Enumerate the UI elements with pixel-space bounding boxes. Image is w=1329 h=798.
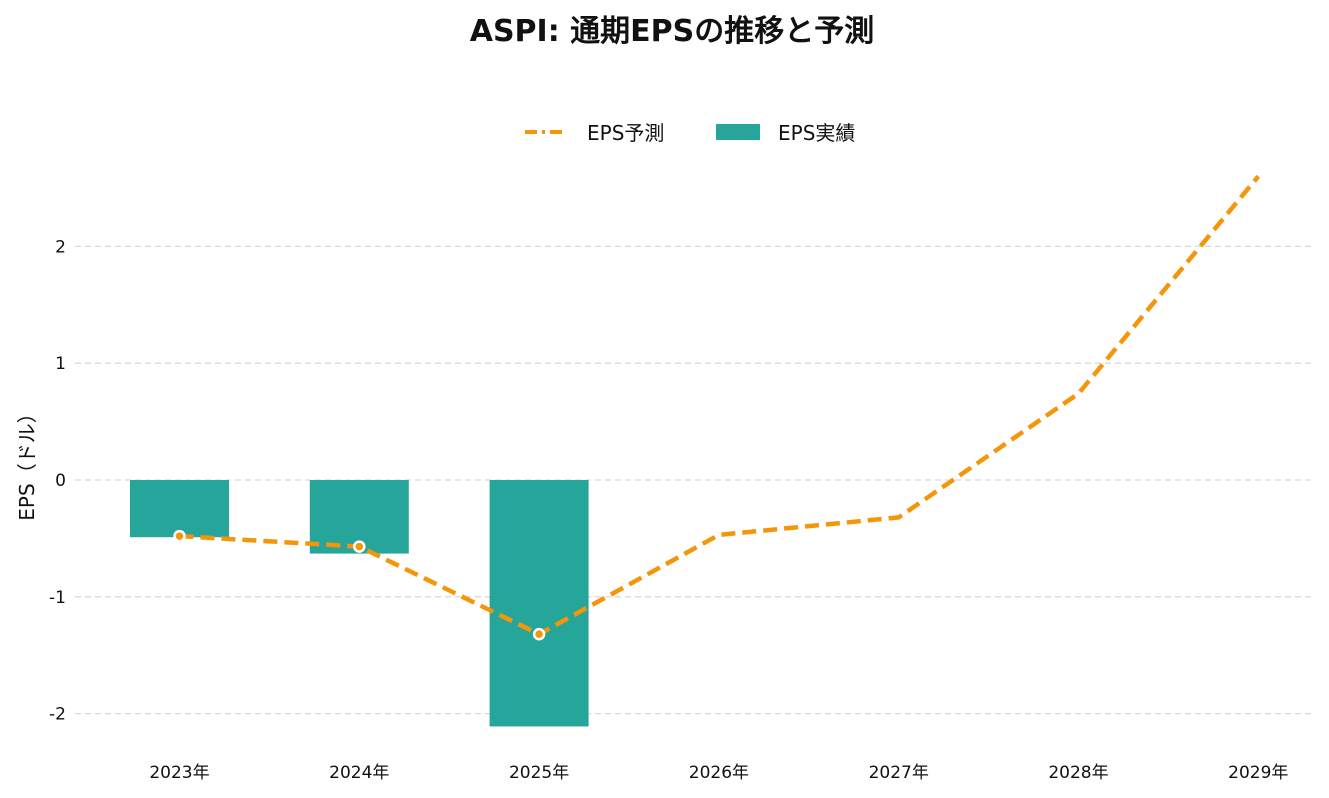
- eps-forecast-marker: [532, 627, 546, 641]
- y-axis-label: EPS（ドル）: [15, 403, 39, 520]
- eps-actual-bar: [130, 480, 229, 538]
- bars: [130, 480, 589, 727]
- grid: [75, 245, 1313, 715]
- eps-forecast-line: [179, 174, 1261, 637]
- legend-bar-swatch: [716, 124, 760, 140]
- y-tick-label: 1: [55, 354, 66, 374]
- x-tick-label: 2024年: [329, 763, 389, 783]
- y-tick-label: -1: [49, 588, 66, 608]
- legend: EPS予測 EPS実績: [525, 121, 855, 145]
- chart-title: ASPI: 通期EPSの推移と予測: [470, 14, 875, 49]
- eps-actual-bar: [489, 480, 589, 727]
- x-axis-ticks: 2023年 2024年 2025年 2026年 2027年 2028年 2029年: [149, 763, 1288, 783]
- forecast-line: [179, 174, 1261, 637]
- x-tick-label: 2029年: [1228, 763, 1288, 783]
- eps-forecast-marker: [353, 540, 366, 553]
- legend-actual-label: EPS実績: [778, 121, 855, 145]
- x-tick-label: 2025年: [509, 763, 569, 783]
- y-tick-label: 0: [55, 471, 66, 491]
- y-tick-label: 2: [55, 237, 66, 257]
- legend-forecast-label: EPS予測: [587, 121, 664, 145]
- x-tick-label: 2028年: [1048, 763, 1108, 783]
- eps-forecast-marker: [173, 529, 186, 543]
- y-tick-label: -2: [49, 705, 66, 725]
- markers: [173, 529, 546, 641]
- x-tick-label: 2026年: [689, 763, 749, 783]
- x-tick-label: 2027年: [869, 763, 929, 783]
- x-tick-label: 2023年: [149, 763, 209, 783]
- y-axis-ticks: -2 -1 0 1 2: [49, 237, 66, 724]
